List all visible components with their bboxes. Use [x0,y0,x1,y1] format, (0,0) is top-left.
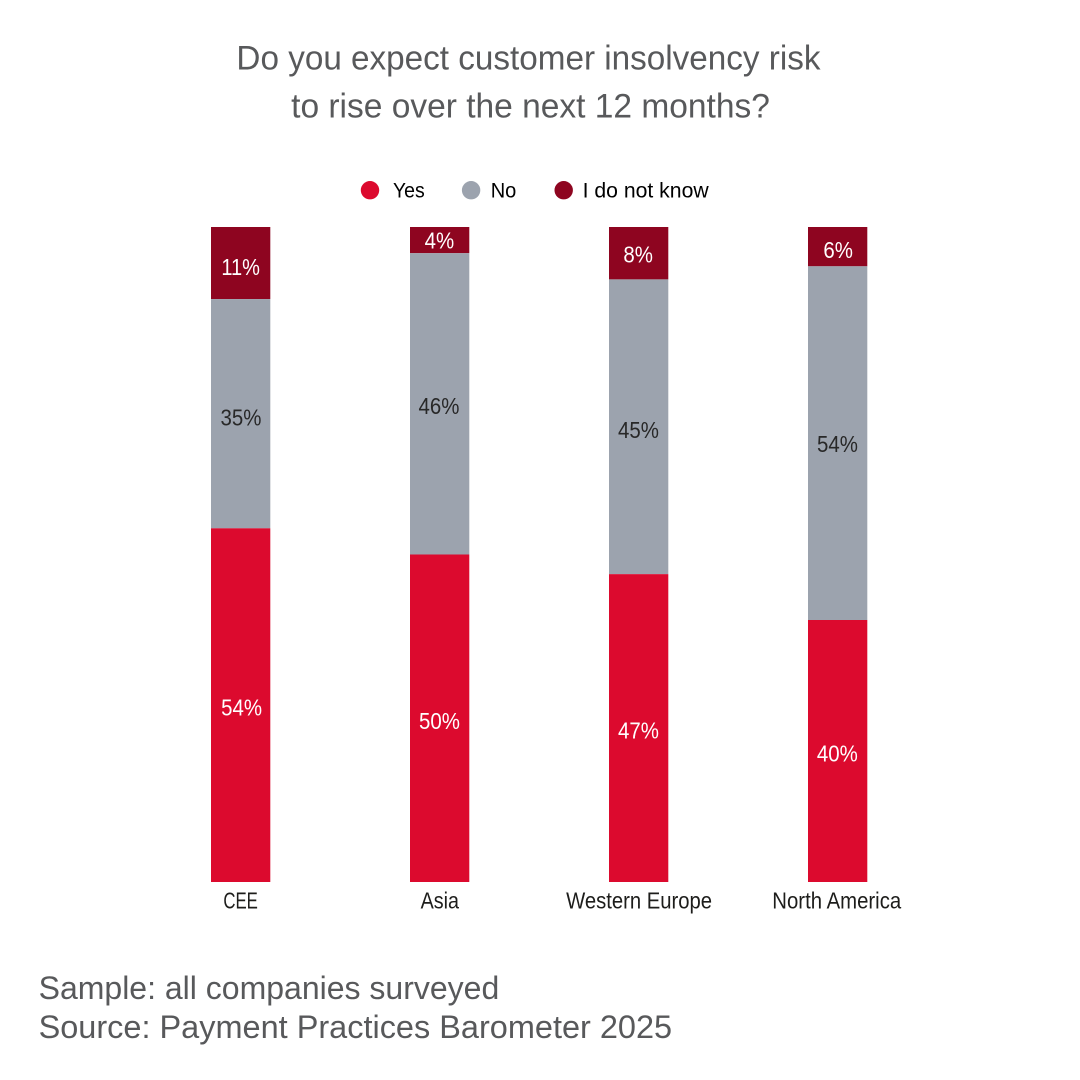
svg-text:Do you expect customer insolve: Do you expect customer insolvency risk [236,40,820,77]
svg-text:Yes: Yes [393,179,425,203]
svg-text:No: No [491,179,517,203]
svg-text:Western Europe: Western Europe [566,887,712,914]
svg-text:Asia: Asia [421,888,459,914]
svg-text:54%: 54% [221,695,262,721]
svg-text:6%: 6% [823,237,853,263]
svg-text:50%: 50% [419,708,460,734]
svg-text:11%: 11% [221,255,260,281]
svg-text:45%: 45% [618,417,659,443]
svg-text:CEE: CEE [223,889,258,914]
svg-text:8%: 8% [623,241,653,267]
svg-text:4%: 4% [425,228,455,254]
svg-text:Source: Payment Practices Baro: Source: Payment Practices Barometer 2025 [39,1009,673,1045]
svg-text:Sample: all companies surveyed: Sample: all companies surveyed [39,970,500,1006]
svg-text:47%: 47% [618,718,659,744]
svg-text:54%: 54% [817,431,858,457]
svg-text:35%: 35% [221,404,262,430]
svg-text:to rise over the next 12 month: to rise over the next 12 months? [291,87,770,125]
svg-text:I do not know: I do not know [583,178,710,202]
svg-text:46%: 46% [419,393,460,419]
svg-text:40%: 40% [817,740,858,766]
svg-text:North America: North America [772,887,902,913]
